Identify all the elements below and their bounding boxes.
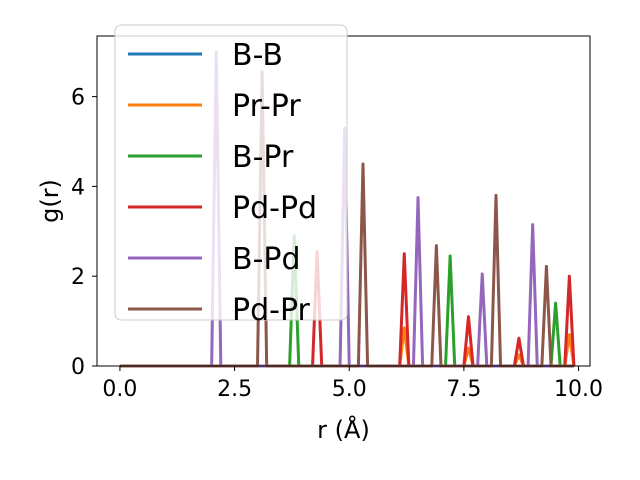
legend-label: B-Pd xyxy=(232,242,301,277)
legend: B-B Pr-Pr B-Pr Pd-Pd B-Pd Pd-Pr xyxy=(114,24,348,328)
x-tick-label: 2.5 xyxy=(217,377,252,402)
legend-label: B-B xyxy=(232,38,283,73)
y-tick-label: 6 xyxy=(71,86,85,111)
legend-label: Pd-Pr xyxy=(232,293,311,328)
x-axis: 0.0 2.5 5.0 7.5 10.0 xyxy=(102,366,603,402)
legend-label: B-Pr xyxy=(232,140,294,175)
x-tick-label: 10.0 xyxy=(554,377,603,402)
x-axis-label: r (Å) xyxy=(317,415,370,444)
x-tick-label: 0.0 xyxy=(102,377,137,402)
y-tick-label: 0 xyxy=(71,355,85,380)
series-line-1 xyxy=(119,326,576,368)
x-tick-label: 7.5 xyxy=(446,377,481,402)
y-tick-label: 2 xyxy=(71,265,85,290)
y-axis: 0 2 4 6 xyxy=(71,86,97,380)
x-tick-label: 5.0 xyxy=(332,377,367,402)
legend-box xyxy=(114,24,348,321)
legend-label: Pr-Pr xyxy=(232,89,301,124)
y-tick-label: 4 xyxy=(71,175,85,200)
legend-label: Pd-Pd xyxy=(232,191,317,226)
y-axis-label: g(r) xyxy=(36,179,64,223)
